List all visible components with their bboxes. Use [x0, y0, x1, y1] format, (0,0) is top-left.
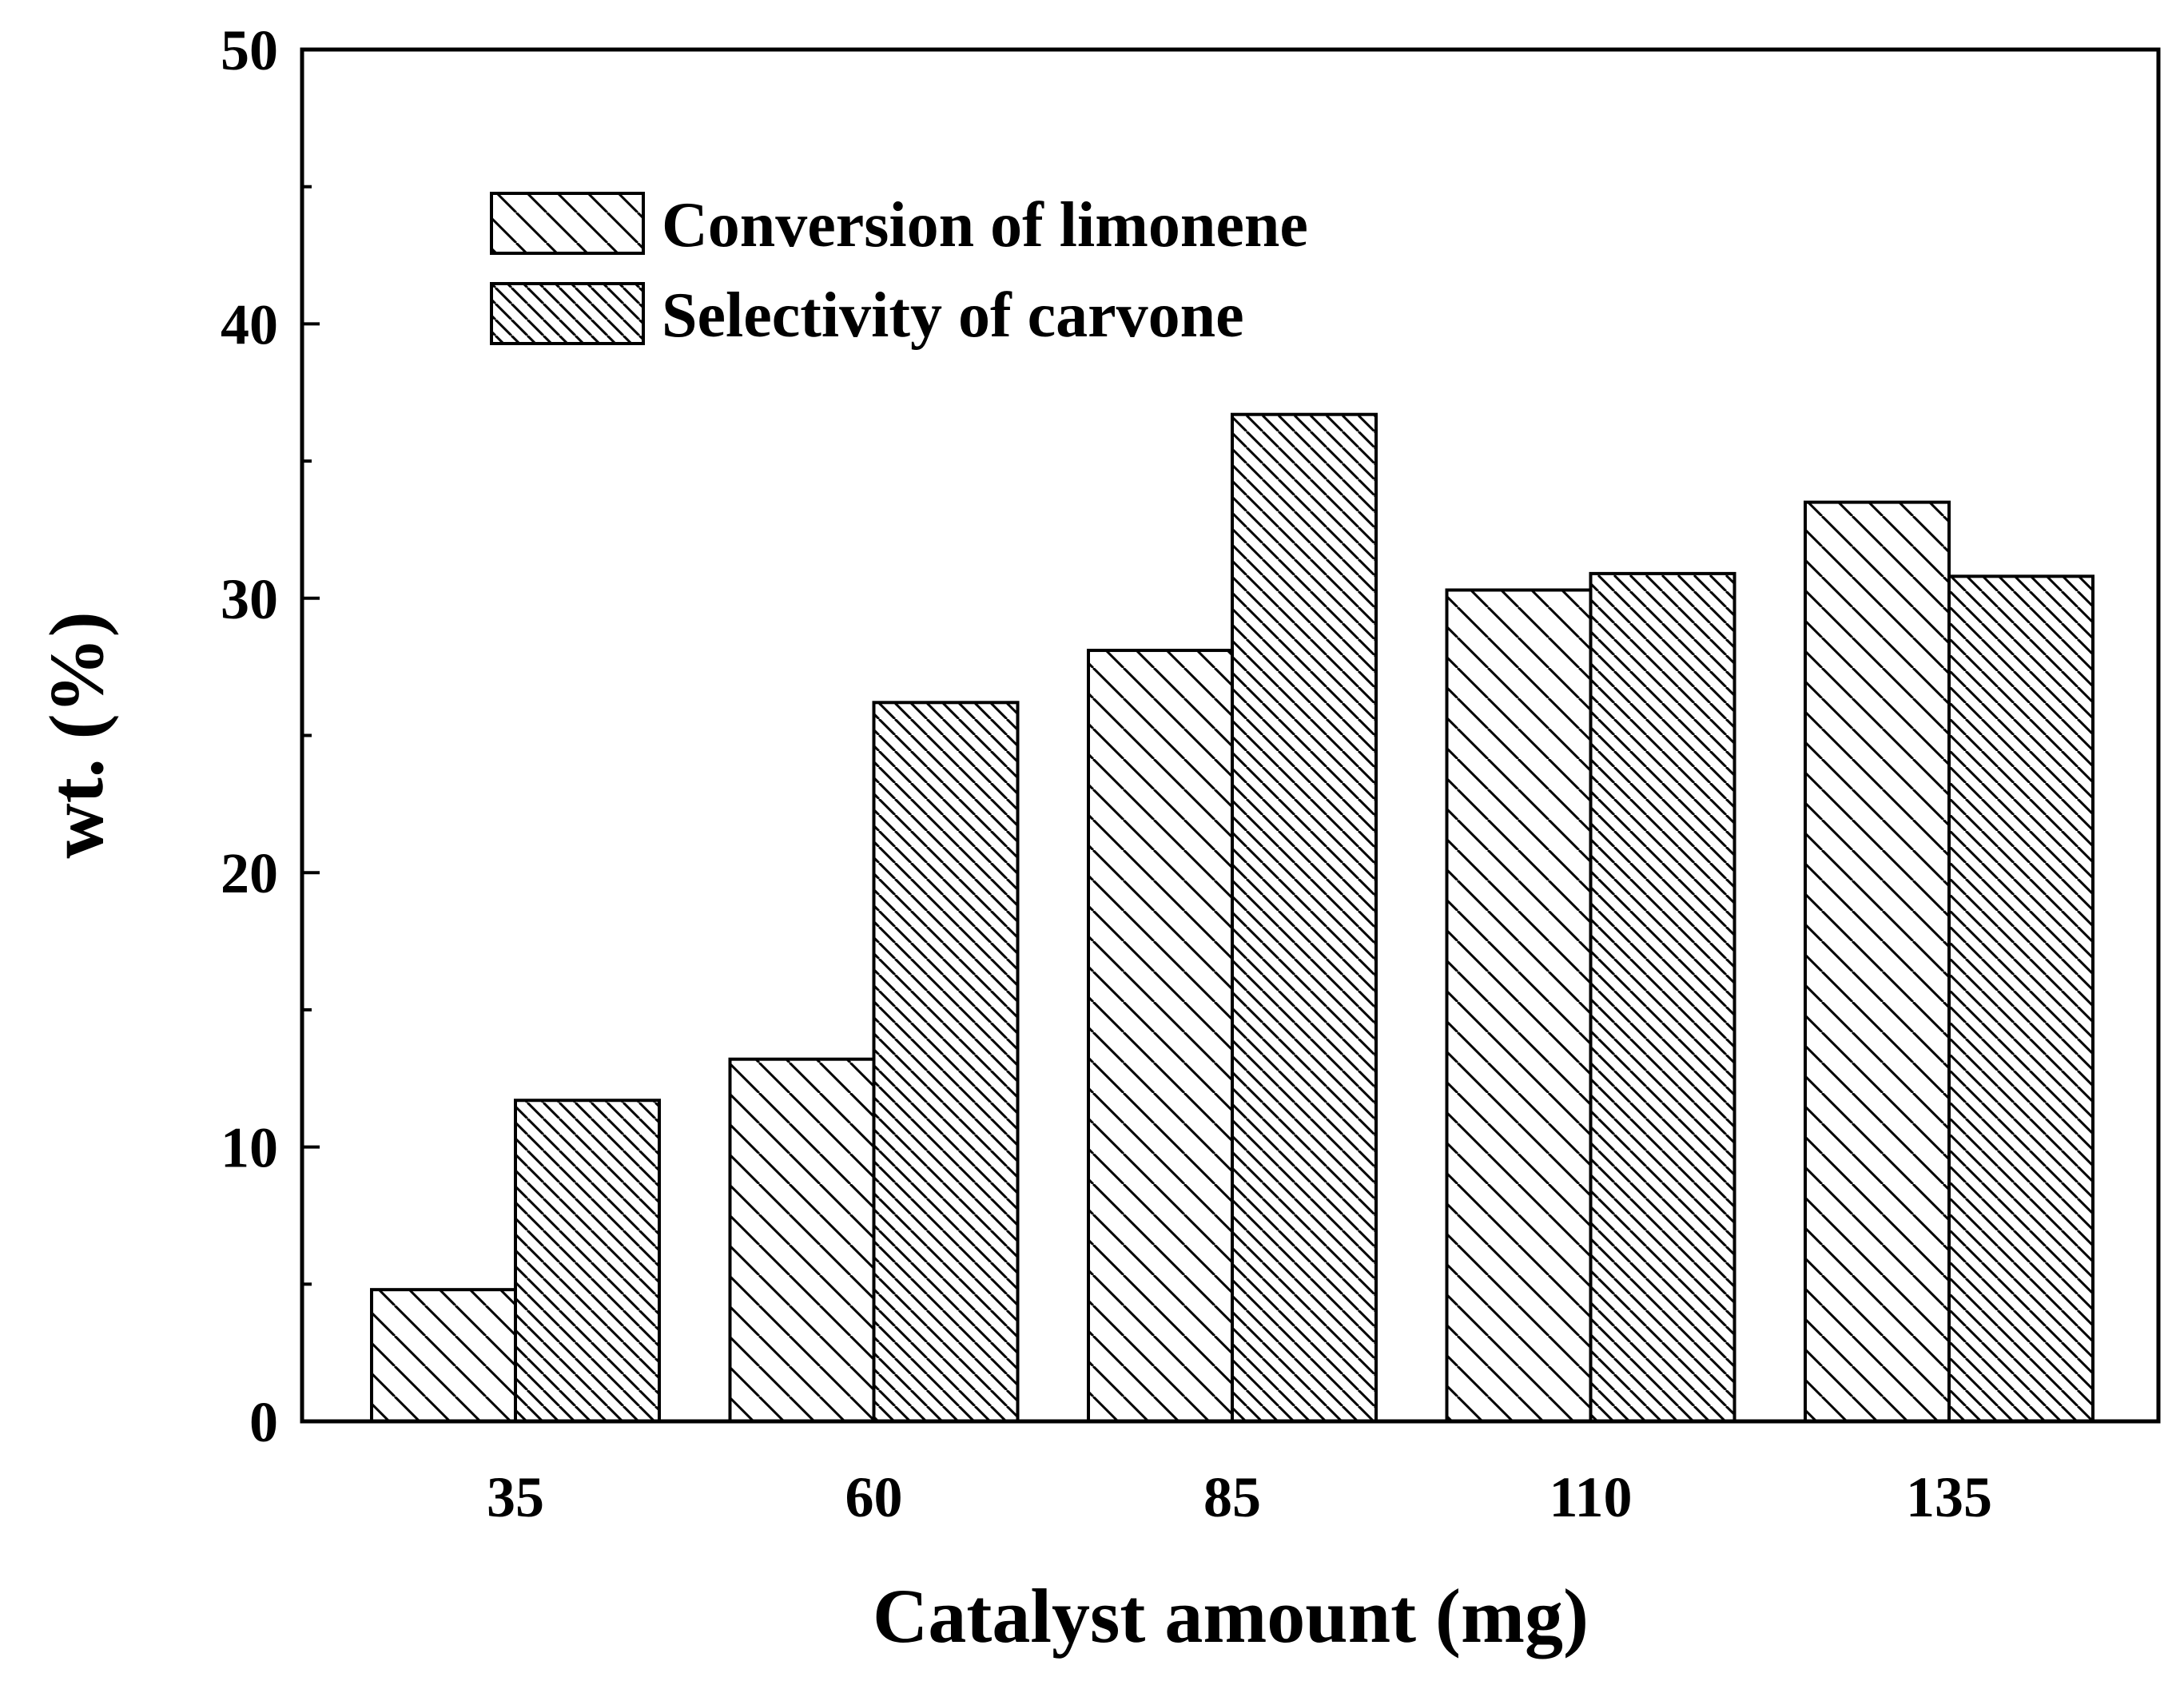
plot-frame	[300, 47, 2161, 1424]
legend-swatch-selectivity-of-carvone	[490, 282, 645, 345]
y-tick-label-50: 50	[221, 18, 278, 82]
y-tick-label-30: 30	[221, 567, 278, 631]
x-tick-label-85: 85	[1203, 1465, 1261, 1529]
bar-conversion-of-limonene-60	[728, 1057, 876, 1424]
bar-selectivity-of-carvone-85	[1231, 412, 1378, 1423]
y-tick-label-40: 40	[221, 292, 278, 356]
y-tick-label-20: 20	[221, 841, 278, 905]
x-tick-label-110: 110	[1549, 1465, 1632, 1529]
y-tick-label-0: 0	[249, 1390, 278, 1454]
x-tick-label-35: 35	[487, 1465, 544, 1529]
bar-conversion-of-limonene-135	[1804, 500, 1951, 1423]
ticks-layer: 35 60 85 110 135 0 10 20 30 40 50	[221, 18, 1992, 1529]
bar-conversion-of-limonene-85	[1087, 649, 1234, 1423]
x-axis-title: Catalyst amount (mg)	[873, 1573, 1589, 1659]
legend-swatch-conversion-of-limonene	[490, 192, 645, 255]
bar-selectivity-of-carvone-110	[1589, 571, 1736, 1423]
bar-selectivity-of-carvone-135	[1947, 574, 2094, 1423]
y-tick-label-10: 10	[221, 1116, 278, 1180]
bar-conversion-of-limonene-35	[370, 1288, 517, 1423]
y-axis-title: wt. (%)	[34, 611, 119, 858]
x-tick-label-135: 135	[1906, 1465, 1992, 1529]
legend-label-selectivity-of-carvone: Selectivity of carvone	[662, 280, 1244, 351]
x-tick-label-60: 60	[845, 1465, 903, 1529]
bar-selectivity-of-carvone-35	[514, 1099, 661, 1424]
bar-selectivity-of-carvone-60	[872, 701, 1020, 1423]
legend-label-conversion-of-limonene: Conversion of limonene	[662, 190, 1308, 260]
bar-conversion-of-limonene-110	[1445, 588, 1593, 1423]
legend: Conversion of limonene Selectivity of ca…	[490, 190, 1308, 351]
bars-layer	[370, 412, 2094, 1424]
